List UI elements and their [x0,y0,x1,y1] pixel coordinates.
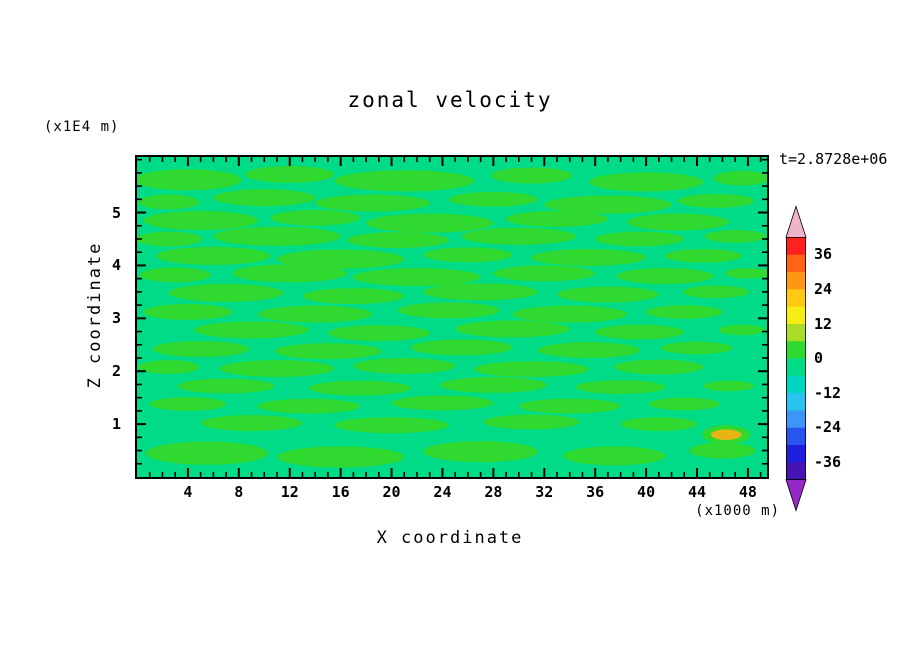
x-tick-label: 40 [637,483,656,501]
time-label: t=2.8728e+06 [779,150,888,168]
x-tick-label: 28 [484,483,503,501]
x-tick-label: 8 [234,483,244,501]
y-tick-label: 5 [111,203,121,222]
x-tick-labels: 4 8 12 16 20 24 28 32 36 40 44 48 [137,483,767,503]
colorbar-tick-label: -24 [814,418,842,437]
colorbar-tick-label: -36 [814,452,842,471]
colorbar-tick-label: -12 [814,383,842,402]
y-tick-label: 1 [111,415,121,434]
y-tick-label: 2 [111,362,121,381]
x-axis-label: X coordinate [376,528,524,548]
x-tick-label: 32 [535,483,554,501]
x-tick-label: 16 [331,483,350,501]
colorbar-tick-label: 0 [814,349,824,368]
x-tick-label: 12 [280,483,299,501]
colorbar-tick-label: 36 [814,245,833,264]
y-tick-label: 4 [111,256,121,275]
colorbar-tick-label: 12 [814,314,833,333]
contour-field [137,157,767,477]
colorbar [785,205,807,512]
axis-ticks [137,157,767,477]
x-tick-label: 20 [382,483,401,501]
x-tick-label: 36 [586,483,605,501]
x-tick-label: 4 [183,483,193,501]
x-tick-label: 44 [687,483,707,501]
plot-area [135,155,769,479]
x-tick-label: 48 [738,483,757,501]
colorbar-tick-label: 24 [814,279,833,298]
plot-title: zonal velocity [347,88,553,112]
colorbar-labels: 36 24 12 0 -12 -24 -36 [814,206,874,511]
x-tick-label: 24 [433,483,452,501]
y-tick-labels: 1 2 3 4 5 [85,157,127,477]
y-axis-unit-label: (x1E4 m) [44,119,120,135]
y-tick-label: 3 [111,309,121,328]
x-axis-unit-label: (x1000 m) [695,503,780,519]
